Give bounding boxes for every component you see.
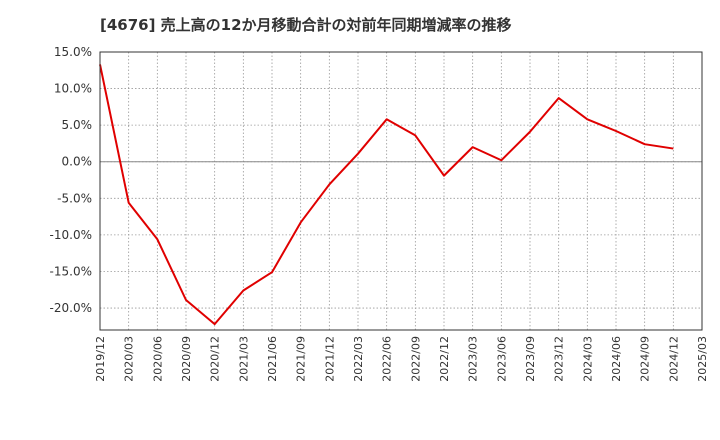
x-tick-label: 2024/03	[581, 336, 594, 382]
x-tick-label: 2021/06	[266, 336, 279, 382]
x-tick-label: 2023/12	[553, 336, 566, 382]
y-tick-label: -10.0%	[50, 228, 92, 242]
y-tick-label: 5.0%	[62, 118, 93, 132]
series-group	[99, 64, 674, 326]
series-line	[99, 64, 674, 326]
x-tick-label: 2022/12	[438, 336, 451, 382]
x-tick-label: 2019/12	[94, 336, 107, 382]
y-tick-label: 15.0%	[54, 45, 92, 59]
x-tick-label: 2022/09	[409, 336, 422, 382]
y-tick-label: -15.0%	[50, 264, 92, 278]
y-tick-label: 10.0%	[54, 82, 92, 96]
x-tick-label: 2021/09	[295, 336, 308, 382]
x-tick-label: 2020/06	[151, 336, 164, 382]
x-tick-label: 2020/09	[180, 336, 193, 382]
x-tick-label: 2025/03	[696, 336, 709, 382]
y-axis: 15.0% 10.0% 5.0% 0.0% -5.0% -10.0% -15.0% -20.0…	[50, 45, 92, 315]
x-tick-label: 2020/12	[209, 336, 222, 382]
plot-frame	[99, 51, 703, 331]
x-tick-label: 2023/06	[495, 336, 508, 382]
grid-lines	[100, 51, 702, 330]
chart-title: [4676] 売上高の12か月移動合計の対前年同期増減率の推移	[100, 16, 512, 34]
x-tick-label: 2023/09	[524, 336, 537, 382]
x-tick-label: 2023/03	[467, 336, 480, 382]
y-tick-label: -20.0%	[50, 301, 92, 315]
x-tick-label: 2020/03	[123, 336, 136, 382]
x-tick-label: 2024/12	[667, 336, 680, 382]
x-axis: 2019/12 2020/03 2020/06 2020/09 2020/12 2021/…	[94, 336, 709, 382]
x-tick-label: 2022/03	[352, 336, 365, 382]
x-tick-label: 2021/12	[323, 336, 336, 382]
x-tick-label: 2022/06	[381, 336, 394, 382]
y-tick-label: 0.0%	[62, 155, 93, 169]
x-tick-label: 2024/09	[639, 336, 652, 382]
x-tick-label: 2021/03	[237, 336, 250, 382]
x-tick-label: 2024/06	[610, 336, 623, 382]
y-tick-label: -5.0%	[57, 191, 92, 205]
